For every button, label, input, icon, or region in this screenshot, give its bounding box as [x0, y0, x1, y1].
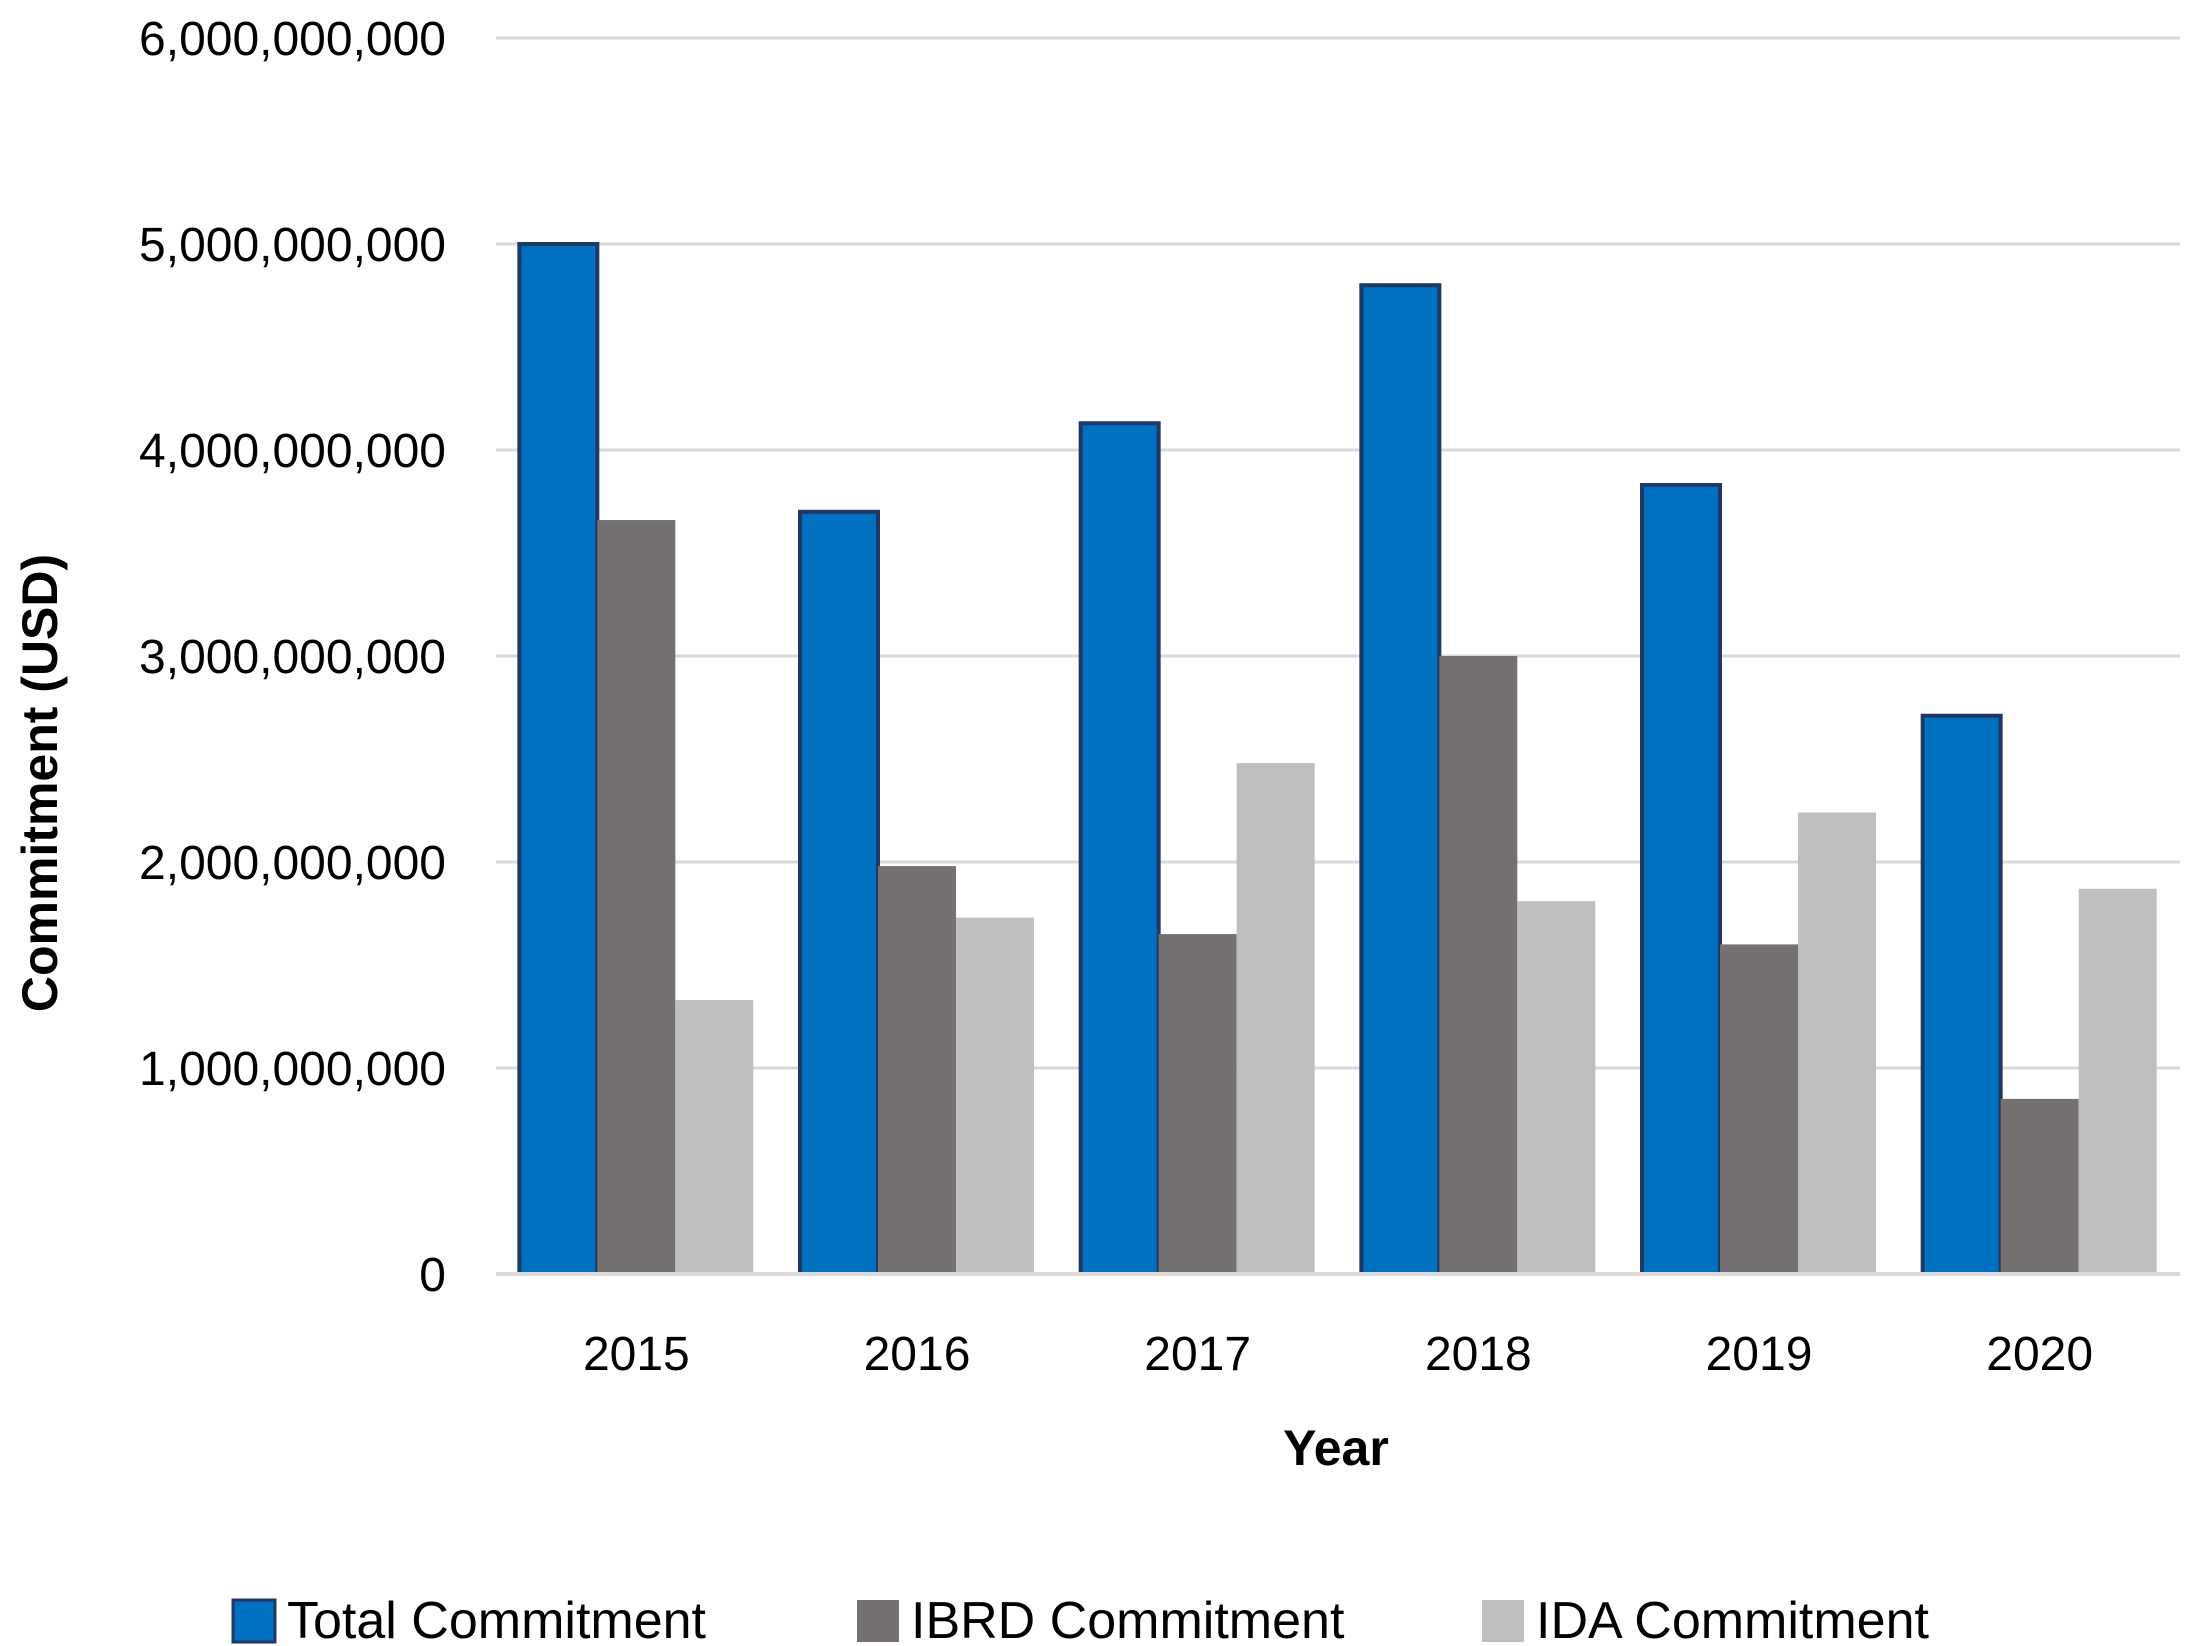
bars — [517, 242, 2157, 1277]
bar-ibrd-commitment-2017 — [1158, 934, 1237, 1274]
bar-total-commitment-2019 — [1640, 483, 1722, 1276]
bar-ida-commitment-2019 — [1798, 812, 1876, 1274]
legend-swatch-total-commitment — [231, 1598, 277, 1644]
bar-total-commitment-2018 — [1359, 283, 1442, 1276]
y-tick-label: 1,000,000,000 — [139, 1043, 446, 1096]
x-tick-label: 2015 — [583, 1328, 690, 1381]
bar-ida-commitment-2020 — [2078, 888, 2157, 1274]
x-tick-label: 2018 — [1425, 1328, 1532, 1381]
bar-ibrd-commitment-2018 — [1439, 656, 1518, 1274]
x-tick-label: 2019 — [1706, 1328, 1813, 1381]
legend: Total Commitment IBRD Commitment IDA Commi… — [231, 1592, 1930, 1646]
bar-total-commitment-2016 — [798, 509, 880, 1276]
bar-ibrd-commitment-2015 — [597, 520, 676, 1274]
x-axis-title: Year — [1283, 1420, 1389, 1476]
bar-ida-commitment-2018 — [1517, 901, 1596, 1274]
y-tick-label: 4,000,000,000 — [139, 425, 446, 478]
bar-ida-commitment-2017 — [1236, 763, 1315, 1274]
x-tick-label: 2020 — [1986, 1328, 2093, 1381]
legend-label: IBRD Commitment — [911, 1592, 1345, 1646]
y-tick-label: 3,000,000,000 — [139, 631, 446, 684]
bar-ibrd-commitment-2016 — [878, 866, 956, 1274]
bar-ibrd-commitment-2020 — [2000, 1098, 2079, 1274]
gridlines — [496, 36, 2180, 1070]
y-axis-title: Commitment (USD) — [12, 554, 68, 1012]
bar-total-commitment-2020 — [1920, 713, 2003, 1276]
bar-total-commitment-2017 — [1078, 421, 1161, 1277]
axes: 0 1,000,000,000 2,000,000,000 3,000,000,000… — [12, 13, 2180, 1476]
x-tick-label: 2017 — [1144, 1328, 1251, 1381]
y-tick-label: 5,000,000,000 — [139, 219, 446, 272]
y-tick-label: 2,000,000,000 — [139, 837, 446, 890]
legend-label: IDA Commitment — [1536, 1592, 1930, 1646]
bar-ida-commitment-2016 — [956, 917, 1034, 1274]
y-tick-label: 6,000,000,000 — [139, 13, 446, 66]
legend-label: Total Commitment — [287, 1592, 707, 1646]
x-tick-label: 2016 — [864, 1328, 971, 1381]
y-tick-label: 0 — [419, 1249, 446, 1302]
legend-swatch-ibrd-commitment — [857, 1600, 899, 1642]
bar-ibrd-commitment-2019 — [1720, 944, 1798, 1274]
bar-ida-commitment-2015 — [675, 1000, 754, 1274]
legend-swatch-ida-commitment — [1482, 1600, 1524, 1642]
bar-total-commitment-2015 — [517, 242, 600, 1276]
